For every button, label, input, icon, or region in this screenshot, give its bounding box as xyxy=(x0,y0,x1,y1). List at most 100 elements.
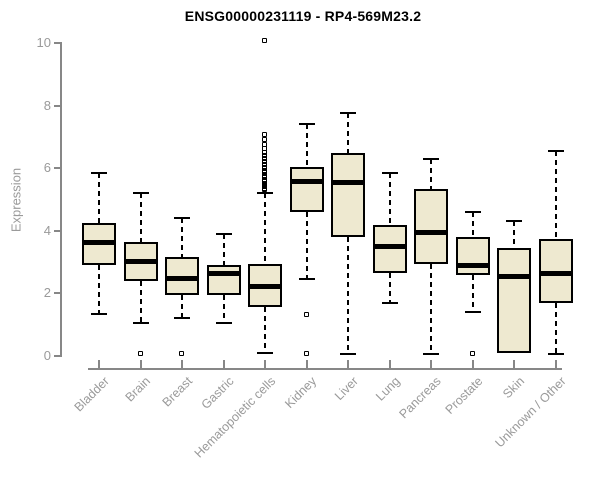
whisker-upper-pancreas xyxy=(430,158,432,189)
outlier-hematopoietic-cells-18 xyxy=(262,141,267,147)
median-skin xyxy=(497,274,531,280)
whisker-lower-kidney xyxy=(305,212,308,280)
whisker-cap-lower-breast xyxy=(174,317,190,320)
outlier-hematopoietic-cells-17 xyxy=(262,146,267,152)
x-axis-label-prostate: Prostate xyxy=(442,374,486,417)
whisker-cap-upper-lung xyxy=(381,171,398,174)
outlier-hematopoietic-cells-12 xyxy=(262,162,267,168)
x-axis-tick-skin xyxy=(513,360,515,368)
x-axis-tick-bladder xyxy=(98,360,100,368)
median-breast xyxy=(165,275,199,281)
x-axis-tick-pancreas xyxy=(430,360,432,368)
whisker-cap-lower-lung xyxy=(381,301,398,304)
outlier-hematopoietic-cells-13 xyxy=(262,158,267,164)
x-axis-line xyxy=(88,368,562,370)
outlier-hematopoietic-cells-14 xyxy=(262,155,267,161)
box-skin xyxy=(497,248,531,353)
x-axis-tick-breast xyxy=(181,360,183,368)
whisker-upper-hematopoietic-cells xyxy=(264,193,266,264)
y-axis-tick-4 xyxy=(54,229,60,232)
whisker-cap-lower-kidney xyxy=(298,278,315,281)
box-unknown-other xyxy=(538,238,573,303)
y-axis-tick-0 xyxy=(54,355,60,357)
outlier-prostate-0 xyxy=(469,351,475,357)
chart-title: ENSG00000231119 - RP4-569M23.2 xyxy=(184,8,422,24)
whisker-cap-upper-bladder xyxy=(91,171,107,174)
whisker-cap-lower-bladder xyxy=(91,312,107,315)
outlier-hematopoietic-cells-19 xyxy=(262,137,267,143)
x-axis-tick-liver xyxy=(347,360,349,368)
whisker-cap-lower-prostate xyxy=(464,311,481,314)
y-axis-tick-10 xyxy=(54,42,60,44)
box-prostate xyxy=(455,237,490,275)
whisker-cap-lower-pancreas xyxy=(423,353,439,356)
whisker-cap-upper-skin xyxy=(506,220,522,223)
whisker-upper-kidney xyxy=(305,124,308,167)
whisker-upper-prostate xyxy=(471,212,474,238)
whisker-cap-lower-gastric xyxy=(215,322,232,325)
outlier-hematopoietic-cells-11 xyxy=(262,165,267,171)
x-axis-label-gastric: Gastric xyxy=(198,374,237,412)
whisker-lower-bladder xyxy=(98,265,100,314)
box-pancreas xyxy=(414,188,448,264)
whisker-upper-liver xyxy=(347,113,349,153)
x-axis-label-unknown-other: Unknown / Other xyxy=(492,374,569,451)
whisker-upper-unknown-other xyxy=(554,150,557,239)
x-axis-label-brain: Brain xyxy=(122,374,154,405)
whisker-cap-lower-hematopoietic-cells xyxy=(257,351,273,354)
x-axis-label-breast: Breast xyxy=(159,374,195,410)
whisker-cap-upper-breast xyxy=(174,217,190,220)
whisker-cap-lower-brain xyxy=(132,322,149,325)
whisker-cap-upper-pancreas xyxy=(423,157,439,160)
y-axis-tick-label-8: 8 xyxy=(43,97,51,113)
whisker-cap-upper-prostate xyxy=(464,211,481,214)
y-axis-tick-label-2: 2 xyxy=(43,285,51,301)
whisker-cap-lower-unknown-other xyxy=(547,353,564,356)
outlier-hematopoietic-cells-6 xyxy=(262,177,267,183)
x-axis-label-kidney: Kidney xyxy=(282,374,320,411)
box-gastric xyxy=(206,265,241,295)
whisker-lower-unknown-other xyxy=(554,302,557,355)
median-kidney xyxy=(289,178,324,184)
median-gastric xyxy=(206,271,241,277)
whisker-upper-lung xyxy=(388,172,391,225)
whisker-lower-breast xyxy=(181,294,183,319)
box-kidney xyxy=(289,166,324,212)
whisker-cap-upper-gastric xyxy=(215,232,232,235)
whisker-cap-upper-kidney xyxy=(298,123,315,126)
outlier-breast-0 xyxy=(179,351,184,357)
outlier-hematopoietic-cells-21 xyxy=(262,38,267,44)
y-axis-tick-label-0: 0 xyxy=(43,348,51,363)
whisker-cap-lower-liver xyxy=(340,353,356,356)
x-axis-tick-kidney xyxy=(305,360,308,368)
outlier-hematopoietic-cells-16 xyxy=(262,149,267,155)
whisker-cap-upper-hematopoietic-cells xyxy=(257,192,273,195)
outlier-kidney-1 xyxy=(303,351,309,357)
x-axis-tick-hematopoietic-cells xyxy=(264,360,266,368)
y-axis-tick-label-4: 4 xyxy=(43,222,51,238)
x-axis-tick-gastric xyxy=(222,360,225,368)
median-lung xyxy=(372,244,407,250)
whisker-lower-gastric xyxy=(222,294,225,324)
box-liver xyxy=(331,152,365,238)
outlier-hematopoietic-cells-8 xyxy=(262,173,267,179)
x-axis-label-skin: Skin xyxy=(499,374,527,402)
x-axis-tick-unknown-other xyxy=(554,360,557,368)
whisker-lower-prostate xyxy=(471,274,474,313)
y-axis-tick-6 xyxy=(54,167,60,170)
y-axis-line xyxy=(60,42,62,357)
whisker-upper-brain xyxy=(139,193,142,242)
median-pancreas xyxy=(414,230,448,236)
whisker-lower-brain xyxy=(139,280,142,324)
x-axis-tick-lung xyxy=(388,360,391,368)
outlier-hematopoietic-cells-15 xyxy=(262,152,267,158)
whisker-cap-upper-brain xyxy=(132,192,149,195)
median-prostate xyxy=(455,263,490,269)
outlier-hematopoietic-cells-20 xyxy=(262,132,267,138)
x-axis-tick-prostate xyxy=(471,360,474,368)
x-axis-label-pancreas: Pancreas xyxy=(396,374,444,422)
y-axis-tick-8 xyxy=(54,104,60,107)
outlier-brain-0 xyxy=(137,351,143,357)
x-axis-label-hematopoietic-cells: Hematopoietic cells xyxy=(191,374,278,461)
